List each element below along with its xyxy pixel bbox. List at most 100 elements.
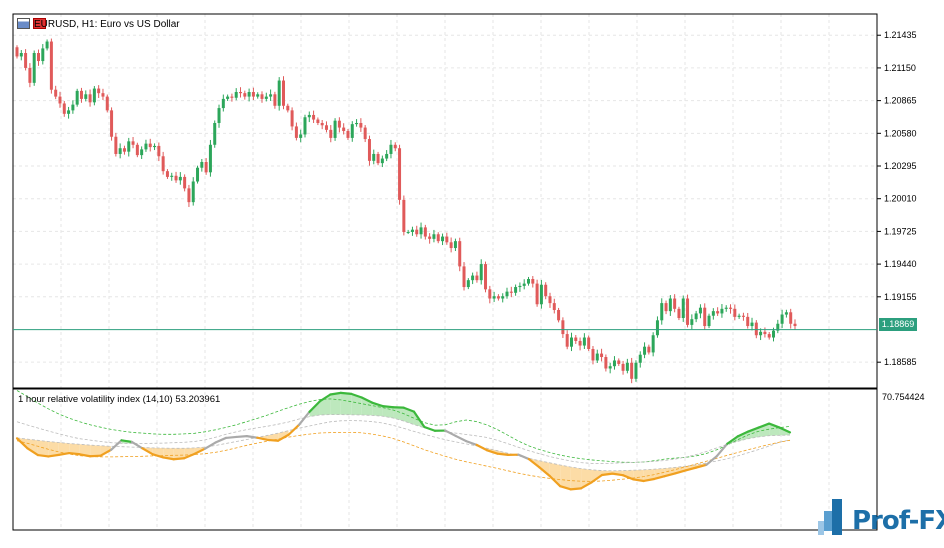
y-tick-label: 1.20295 [884, 161, 917, 171]
rvi-line-segment [226, 437, 236, 438]
candle-body [157, 146, 160, 156]
candle-body [166, 171, 169, 177]
candle-body [334, 121, 337, 138]
candle-body [531, 279, 534, 284]
candle-body [557, 310, 560, 320]
candle-body [312, 115, 315, 120]
candle-body [398, 148, 401, 200]
candle-body [248, 92, 251, 97]
candle-body [119, 148, 122, 154]
candle-body [506, 292, 509, 297]
candle-body [561, 320, 564, 334]
candle-body [751, 323, 754, 326]
candle-body [523, 284, 526, 286]
rvi-up-fill [341, 393, 351, 415]
candle-body [153, 146, 156, 147]
candle-body [295, 126, 298, 137]
candle-body [480, 264, 483, 280]
candle-body [441, 237, 444, 242]
rvi-line-segment [90, 456, 100, 457]
chart-window-icon [17, 18, 30, 29]
candle-body [114, 137, 117, 154]
y-tick-label: 1.20010 [884, 194, 917, 204]
candle-body [359, 123, 362, 128]
candle-body [570, 338, 573, 347]
rvi-line-segment [383, 406, 393, 407]
candle-body [278, 81, 281, 106]
candle-body [24, 53, 27, 68]
candle-body [303, 117, 306, 134]
candle-body [273, 94, 276, 105]
candle-body [583, 338, 586, 346]
rvi-line-segment [174, 458, 184, 459]
candle-body [106, 97, 109, 111]
candle-body [200, 162, 203, 168]
candle-body [385, 154, 388, 159]
candle-body [690, 319, 693, 325]
candle-body [179, 177, 182, 180]
candle-body [660, 303, 663, 320]
candle-body [759, 332, 762, 335]
candle-body [463, 266, 466, 287]
candle-body [682, 299, 685, 319]
y-tick-label: 1.21435 [884, 30, 917, 40]
candle-body [716, 311, 719, 313]
candle-body [243, 93, 246, 96]
candle-body [768, 334, 771, 337]
candle-body [54, 90, 57, 97]
candle-body [652, 335, 655, 352]
candle-body [677, 309, 680, 318]
candle-body [50, 42, 53, 90]
candle-body [351, 124, 354, 138]
y-tick-label: 1.20865 [884, 96, 917, 106]
candle-body [110, 110, 113, 136]
candle-body [192, 181, 195, 202]
candle-body [239, 92, 242, 93]
candle-body [789, 312, 792, 323]
candle-body [71, 105, 74, 111]
candle-body [544, 285, 547, 296]
candle-body [424, 227, 427, 236]
logo-text: Prof-FX [852, 506, 944, 536]
candle-body [299, 134, 302, 137]
candle-body [746, 317, 749, 326]
candle-body [755, 323, 758, 336]
indicator-title: 1 hour relative volatility index (14,10)… [18, 394, 220, 405]
candle-body [226, 97, 229, 99]
candle-body [514, 287, 517, 293]
candle-body [381, 159, 384, 164]
candle-body [553, 303, 556, 310]
candle-body [209, 145, 212, 173]
candle-body [428, 237, 431, 239]
candle-body [647, 347, 650, 353]
candle-body [265, 97, 268, 99]
y-tick-label: 1.19155 [884, 292, 917, 302]
rvi-line-segment [571, 488, 581, 489]
candle-body [41, 48, 44, 61]
y-tick-label: 1.19440 [884, 259, 917, 269]
candle-body [372, 154, 375, 161]
candle-body [484, 264, 487, 289]
candle-body [781, 315, 784, 324]
candle-body [364, 128, 367, 139]
candle-body [712, 311, 715, 316]
candle-body [402, 200, 405, 232]
candle-body [617, 360, 620, 363]
rvi-down-fill [571, 467, 581, 489]
candle-body [643, 347, 646, 355]
candle-body [346, 131, 349, 138]
candle-body [389, 145, 392, 154]
candle-body [574, 338, 577, 341]
candle-body [183, 177, 186, 188]
candle-body [67, 110, 70, 113]
candle-body [355, 123, 358, 124]
candle-body [695, 313, 698, 319]
candle-body [342, 128, 345, 131]
candle-body [222, 99, 225, 108]
candle-body [493, 296, 496, 298]
candle-body [729, 308, 732, 309]
candle-body [58, 97, 61, 104]
candle-body [432, 234, 435, 239]
candle-body [609, 366, 612, 368]
